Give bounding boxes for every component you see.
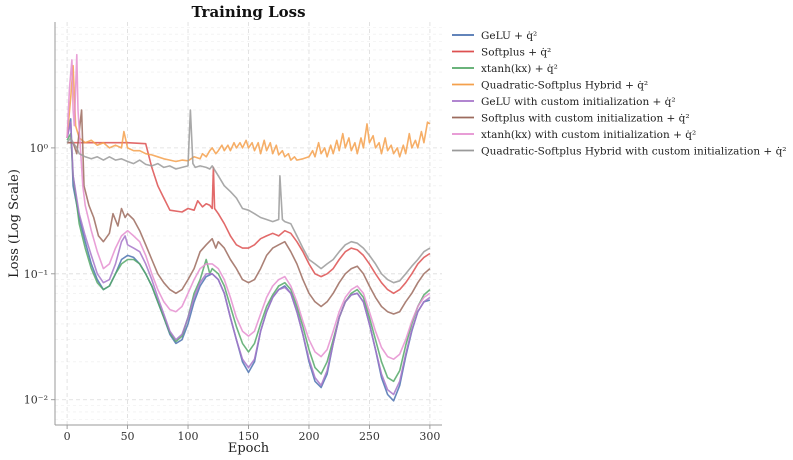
x-tick-label: 250: [359, 430, 380, 443]
legend-label-4: Quadratic-Softplus Hybrid + q̇²: [481, 79, 648, 92]
legend-label-7: xtanh(kx) with custom initialization + q…: [481, 128, 696, 141]
series-line-5: [66, 121, 431, 396]
x-axis-label: Epoch: [228, 441, 270, 456]
x-tick-label: 300: [419, 430, 440, 443]
x-tick-label: 0: [64, 430, 71, 443]
series-line-8: [66, 109, 431, 284]
legend-label-5: GeLU with custom initialization + q̇²: [481, 95, 676, 108]
x-tick-label: 150: [238, 430, 259, 443]
legend-label-1: GeLU + q̇²: [481, 29, 537, 42]
x-tick-label: 100: [178, 430, 199, 443]
legend-label-3: xtanh(kx) + q̇²: [481, 62, 558, 75]
chart-title: Training Loss: [191, 3, 305, 21]
y-tick-label: 10⁰: [30, 142, 49, 155]
legend-label-8: Quadratic-Softplus Hybrid with custom in…: [481, 145, 787, 158]
series-line-2: [67, 141, 431, 295]
y-axis-label: Loss (Log Scale): [7, 169, 22, 278]
y-tick-label: 10⁻¹: [24, 268, 48, 281]
series-line-6: [67, 109, 431, 315]
legend-label-6: Softplus with custom initialization + q̇…: [481, 112, 690, 125]
legend-label-2: Softplus + q̇²: [481, 46, 551, 59]
series-line-7: [66, 53, 431, 360]
series-line-3: [66, 132, 431, 383]
y-tick-label: 10⁻²: [24, 394, 48, 407]
x-tick-label: 200: [298, 430, 319, 443]
series-line-4: [66, 64, 431, 163]
x-tick-label: 50: [121, 430, 135, 443]
